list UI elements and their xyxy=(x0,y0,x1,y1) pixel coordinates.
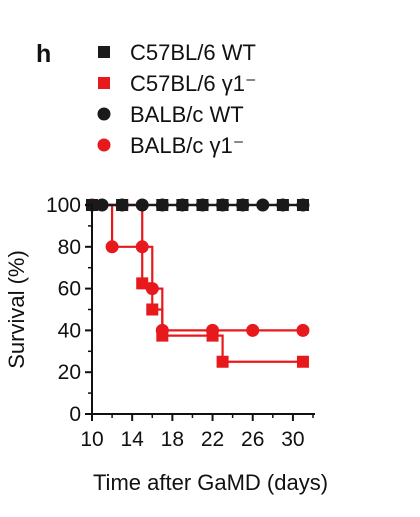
x-axis-label: Time after GaMD (days) xyxy=(93,470,328,495)
data-point xyxy=(135,198,149,212)
data-point xyxy=(236,198,250,212)
data-point xyxy=(216,355,229,368)
data-point xyxy=(296,355,309,368)
axes: 0 20 40 60 80 100 10 14 18 22 26 30 Time after GaMD … xyxy=(4,194,328,495)
data-point xyxy=(155,323,169,337)
x-tick-label: 22 xyxy=(201,428,224,451)
y-axis-label: Survival (%) xyxy=(4,250,29,369)
data-point xyxy=(276,198,290,212)
data-point xyxy=(146,303,159,316)
y-tick-label: 0 xyxy=(69,403,81,426)
data-point xyxy=(206,323,220,337)
data-point xyxy=(135,240,149,254)
data-point xyxy=(115,198,129,212)
data-point xyxy=(175,198,189,212)
y-tick-label: 20 xyxy=(58,361,81,384)
data-point xyxy=(256,198,270,212)
data-point xyxy=(296,323,310,337)
data-point xyxy=(196,198,209,212)
data-point xyxy=(145,282,159,296)
y-tick-label: 100 xyxy=(46,194,81,217)
panel-label: h xyxy=(36,40,52,68)
x-tick-label: 10 xyxy=(80,428,103,451)
legend-marker xyxy=(98,77,110,89)
x-tick-label: 18 xyxy=(161,428,184,451)
y-tick-label: 80 xyxy=(58,236,81,259)
series-line xyxy=(92,203,303,363)
legend-label: BALB/c γ1⁻ xyxy=(130,133,244,158)
legend-label: BALB/c WT xyxy=(130,102,244,127)
legend-label: C57BL/6 γ1⁻ xyxy=(130,71,257,96)
legend-marker xyxy=(97,107,111,121)
data-point xyxy=(95,198,109,212)
data-point xyxy=(155,198,169,212)
legend-label: C57BL/6 WT xyxy=(130,40,256,65)
x-tick-label: 26 xyxy=(241,428,264,451)
data-point xyxy=(296,198,310,212)
data-point xyxy=(136,277,149,290)
legend-marker xyxy=(98,46,110,58)
data-point xyxy=(246,323,260,337)
data-point xyxy=(105,240,119,254)
y-tick-label: 60 xyxy=(58,278,81,301)
legend-marker xyxy=(97,138,111,152)
legend: C57BL/6 WT C57BL/6 γ1⁻ BALB/c WT BALB/c γ1⁻ xyxy=(97,40,257,158)
x-tick-label: 14 xyxy=(121,428,145,451)
series-layer xyxy=(85,198,310,368)
data-point xyxy=(216,198,230,212)
x-tick-label: 30 xyxy=(281,428,304,451)
y-tick-label: 40 xyxy=(58,319,81,342)
series-line xyxy=(92,203,303,332)
